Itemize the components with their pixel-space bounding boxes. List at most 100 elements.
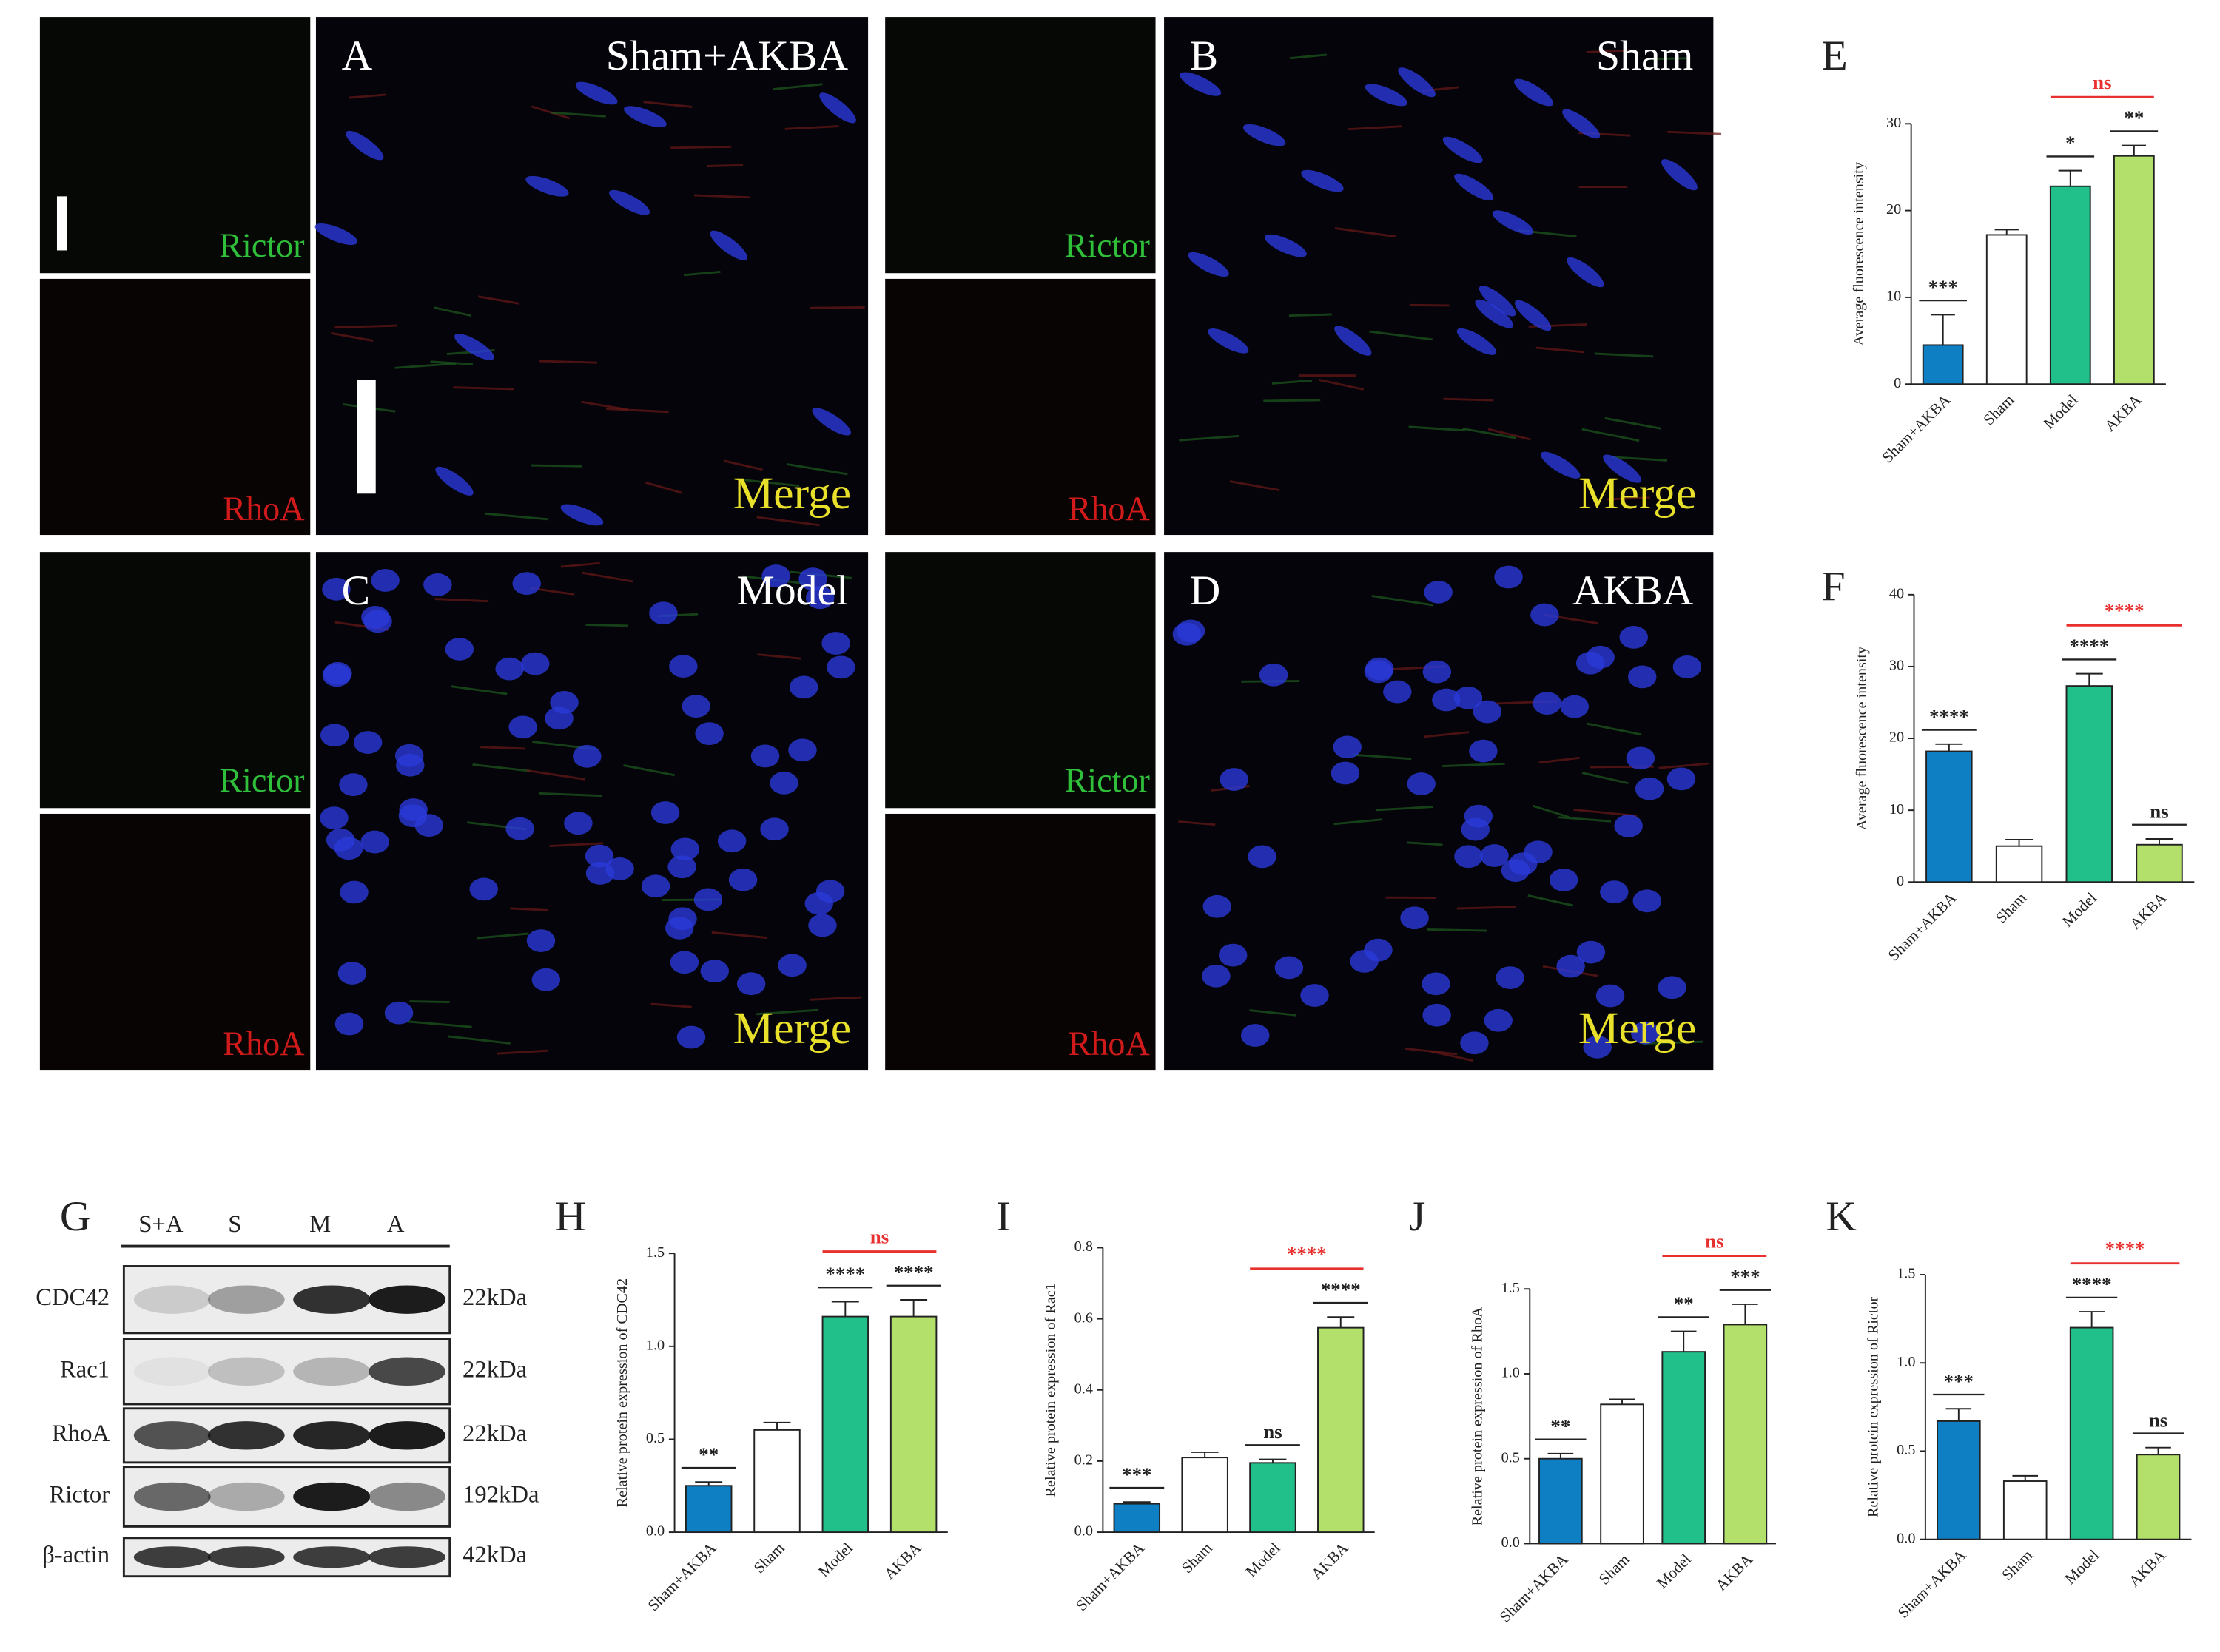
- y-tick-label: 0.5: [646, 1430, 665, 1446]
- significance-label: **: [699, 1443, 719, 1466]
- nucleus: [1432, 688, 1461, 712]
- band: [207, 1421, 285, 1450]
- fiber: [585, 623, 628, 627]
- channel-label: Rictor: [1065, 761, 1150, 799]
- fiber: [551, 111, 606, 118]
- comparison-label: ns: [1705, 1230, 1723, 1252]
- channel-label: RhoA: [1069, 490, 1150, 527]
- y-tick-label: 0.5: [1897, 1442, 1915, 1458]
- merge-label: Merge: [733, 1003, 851, 1053]
- nucleus: [609, 189, 650, 215]
- nucleus: [1188, 252, 1229, 277]
- nucleus: [650, 801, 680, 824]
- fiber: [526, 769, 585, 781]
- channel-image: [885, 552, 1156, 809]
- band: [133, 1285, 211, 1314]
- panel-letter: J: [1409, 1193, 1425, 1240]
- fiber: [531, 464, 582, 468]
- nucleus: [1619, 626, 1648, 649]
- y-axis-label: Average fluorescence intensity: [1851, 161, 1867, 345]
- fiber: [531, 105, 570, 120]
- channel-label: Rictor: [1065, 226, 1150, 264]
- fiber: [1533, 804, 1570, 818]
- nucleus: [778, 954, 807, 977]
- nucleus: [1469, 739, 1498, 763]
- nucleus: [667, 855, 696, 879]
- fiber: [623, 764, 675, 777]
- nucleus: [1614, 815, 1643, 837]
- channel-image: [39, 813, 311, 1071]
- nucleus: [1560, 695, 1590, 718]
- nucleus: [371, 569, 400, 592]
- nucleus: [384, 1001, 414, 1025]
- fiber: [348, 93, 387, 99]
- nucleus: [531, 968, 561, 991]
- fiber: [693, 194, 751, 199]
- fiber: [1586, 49, 1629, 53]
- nucleus: [1461, 817, 1490, 841]
- fiber: [1271, 379, 1313, 385]
- y-tick-label: 0.0: [646, 1523, 665, 1540]
- y-tick-label: 0.4: [1074, 1380, 1093, 1397]
- nucleus: [760, 817, 789, 841]
- band: [369, 1285, 445, 1314]
- bar: [1600, 1403, 1644, 1545]
- nucleus: [361, 606, 390, 629]
- merge-image: [315, 552, 869, 1071]
- significance-label: ns: [1263, 1420, 1282, 1443]
- nucleus: [505, 817, 534, 840]
- protein-label: Rac1: [60, 1356, 110, 1383]
- nucleus: [1331, 761, 1360, 785]
- nucleus: [736, 972, 766, 996]
- band: [207, 1546, 285, 1568]
- nucleus: [728, 868, 758, 891]
- fiber: [1369, 330, 1433, 341]
- nucleus: [322, 577, 351, 601]
- bar: [2136, 1454, 2181, 1540]
- x-tick-label: Sham: [750, 1539, 788, 1577]
- significance-label: ****: [894, 1261, 934, 1284]
- nucleus: [445, 638, 474, 661]
- merge-image: [1164, 17, 1714, 536]
- nucleus: [1220, 768, 1248, 791]
- panel-letter: E: [1822, 33, 1848, 79]
- nucleus: [1484, 1008, 1513, 1032]
- fiber: [773, 83, 823, 91]
- y-tick-label: 20: [1889, 729, 1904, 746]
- group-title: Sham: [1596, 33, 1693, 79]
- nucleus: [1407, 772, 1436, 795]
- y-tick-label: 0: [1897, 873, 1904, 889]
- bar: [1985, 234, 2028, 385]
- group-title: Sham+AKBA: [606, 33, 849, 79]
- nucleus: [1562, 109, 1601, 139]
- nucleus: [1627, 665, 1657, 689]
- nucleus: [1208, 328, 1249, 354]
- significance-label: **: [2124, 107, 2144, 129]
- fiber: [670, 145, 732, 149]
- fiber: [1581, 772, 1629, 785]
- nucleus: [1514, 78, 1554, 107]
- nucleus: [1442, 136, 1483, 163]
- nucleus: [1556, 954, 1585, 978]
- fiber: [711, 931, 767, 939]
- fiber: [1353, 753, 1412, 761]
- significance-label: ns: [2149, 1409, 2167, 1431]
- x-tick-label: Sham: [1992, 889, 2030, 926]
- bar: [889, 1315, 938, 1534]
- panel-letter: K: [1826, 1193, 1857, 1240]
- nucleus: [320, 724, 349, 747]
- nucleus: [676, 1025, 706, 1049]
- nucleus: [1456, 328, 1497, 355]
- fiber: [484, 512, 549, 521]
- y-tick-label: 1.0: [646, 1337, 665, 1353]
- size-label: 22kDa: [462, 1284, 528, 1311]
- nucleus: [1248, 845, 1276, 869]
- nucleus: [575, 81, 618, 105]
- y-axis-label: Relative protein expression of RhoA: [1470, 1307, 1486, 1525]
- nucleus: [353, 731, 383, 754]
- micro-letter: D: [1190, 567, 1221, 614]
- channel-image: [885, 813, 1156, 1071]
- nucleus: [1424, 580, 1453, 604]
- fiber: [1288, 313, 1332, 317]
- bar: [1723, 1324, 1768, 1545]
